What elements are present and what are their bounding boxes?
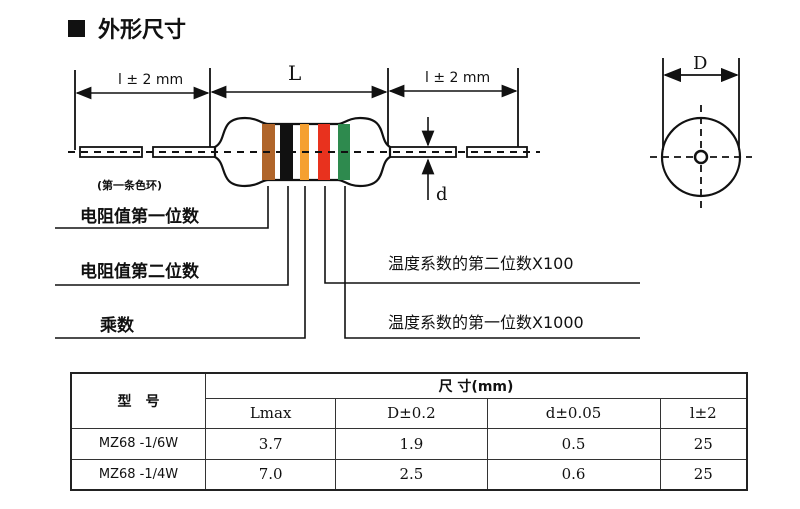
callout-tc-second: 温度系数的第二位数X100 xyxy=(388,254,574,273)
body-diameter-label: D xyxy=(693,53,707,74)
column-header: l±2 xyxy=(659,397,748,429)
column-header: D±0.2 xyxy=(335,397,488,429)
column-header: d±0.05 xyxy=(486,397,661,429)
end-view xyxy=(650,58,752,210)
model-cell: MZ68 -1/4W xyxy=(70,458,206,491)
dimensions-table: 型 号 尺 寸(mm) Lmax D±0.2 d±0.05 l±2 MZ68 -… xyxy=(70,372,748,491)
dimension-arrows xyxy=(75,84,518,100)
lead-length-label-right: l ± 2 mm xyxy=(425,70,490,86)
value-cell: 0.5 xyxy=(486,427,661,460)
extension-lines xyxy=(74,68,519,150)
color-band-4 xyxy=(318,124,330,180)
value-cell: 25 xyxy=(659,427,748,460)
value-cell: 1.9 xyxy=(335,427,488,460)
callout-digit1: 电阻值第一位数 xyxy=(80,206,200,227)
value-cell: 3.7 xyxy=(204,427,337,460)
table-row: MZ68 -1/4W 7.0 2.5 0.6 25 xyxy=(70,458,748,491)
value-cell: 2.5 xyxy=(335,458,488,491)
model-header: 型 号 xyxy=(70,372,206,429)
table-row: MZ68 -1/6W 3.7 1.9 0.5 25 xyxy=(70,427,748,460)
callout-tc-first: 温度系数的第一位数X1000 xyxy=(388,313,584,332)
title-square-icon xyxy=(68,20,85,37)
color-band-2 xyxy=(280,124,293,180)
first-band-note: (第一条色环) xyxy=(97,178,162,192)
model-cell: MZ68 -1/6W xyxy=(70,427,206,460)
lead-diameter-label: d xyxy=(436,184,448,205)
value-cell: 0.6 xyxy=(486,458,661,491)
section-title: 外形尺寸 xyxy=(98,17,186,43)
value-cell: 7.0 xyxy=(204,458,337,491)
body-length-label: L xyxy=(288,61,301,85)
value-cell: 25 xyxy=(659,458,748,491)
callout-lines xyxy=(55,186,640,339)
dims-header: 尺 寸(mm) xyxy=(205,372,748,399)
column-header: Lmax xyxy=(204,397,337,429)
callout-digit2: 电阻值第二位数 xyxy=(80,261,200,282)
callout-multiplier: 乘数 xyxy=(99,315,135,336)
lead-length-label-left: l ± 2 mm xyxy=(118,72,183,88)
